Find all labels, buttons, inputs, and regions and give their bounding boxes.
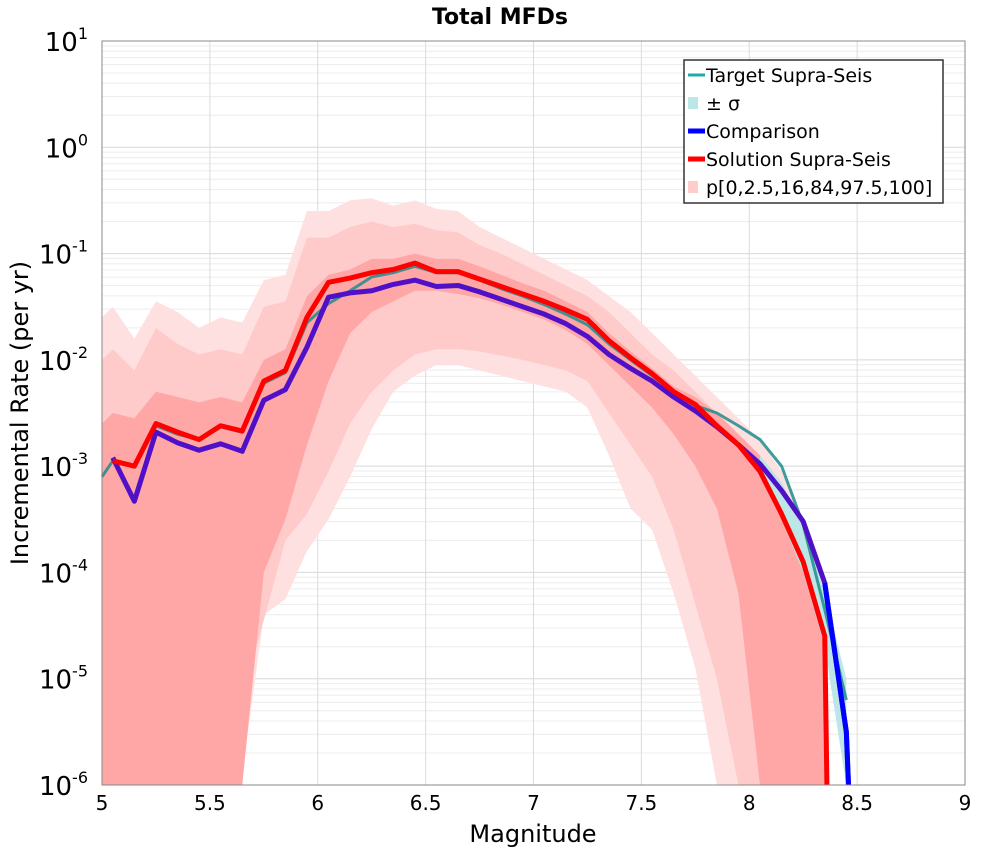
- x-tick-label: 7: [527, 791, 540, 815]
- y-tick-label: 10-6: [39, 768, 88, 802]
- legend-label: Target Supra-Seis: [705, 65, 872, 87]
- y-tick-label: 10-2: [39, 343, 88, 377]
- x-tick-label: 8.5: [841, 791, 873, 815]
- y-tick-label: 100: [45, 130, 88, 164]
- x-tick-labels: 5 5.5 6 6.5 7 7.5 8 8.5 9: [96, 791, 972, 815]
- legend-label: p[0,2.5,16,84,97.5,100]: [706, 177, 932, 199]
- series-lines: [100, 260, 851, 786]
- legend-label: ± σ: [706, 93, 740, 115]
- x-tick-label: 5.5: [194, 791, 226, 815]
- x-tick-label: 9: [959, 791, 972, 815]
- x-tick-label: 5: [96, 791, 109, 815]
- y-tick-label: 10-4: [39, 555, 88, 589]
- chart-title: Total MFDs: [432, 5, 568, 30]
- x-tick-label: 6: [311, 791, 324, 815]
- percentile-bands: [102, 198, 847, 786]
- legend-swatch: [688, 97, 698, 109]
- y-axis-label: Incremental Rate (per yr): [6, 261, 34, 565]
- y-tick-labels: 10-6 10-5 10-4 10-3 10-2 10-1 100 101: [39, 24, 88, 802]
- legend: Target Supra-Seis ± σ Comparison Solution S…: [683, 59, 944, 204]
- legend-label: Comparison: [706, 121, 820, 143]
- y-tick-label: 101: [45, 24, 88, 58]
- x-tick-label: 8: [743, 791, 756, 815]
- band-p-16-84-: [102, 253, 825, 786]
- x-tick-label: 7.5: [625, 791, 657, 815]
- series-comparison-tail: [822, 582, 851, 786]
- y-tick-label: 10-5: [39, 662, 88, 696]
- x-axis-label: Magnitude: [469, 820, 596, 848]
- plot-frame: [101, 40, 966, 786]
- legend-box: [683, 59, 944, 204]
- legend-label: Solution Supra-Seis: [706, 149, 891, 171]
- series-solution-supra-seis: [112, 260, 830, 786]
- legend-swatch: [688, 181, 698, 193]
- y-tick-label: 10-3: [39, 449, 88, 483]
- x-tick-label: 6.5: [410, 791, 442, 815]
- y-tick-label: 10-1: [39, 237, 88, 271]
